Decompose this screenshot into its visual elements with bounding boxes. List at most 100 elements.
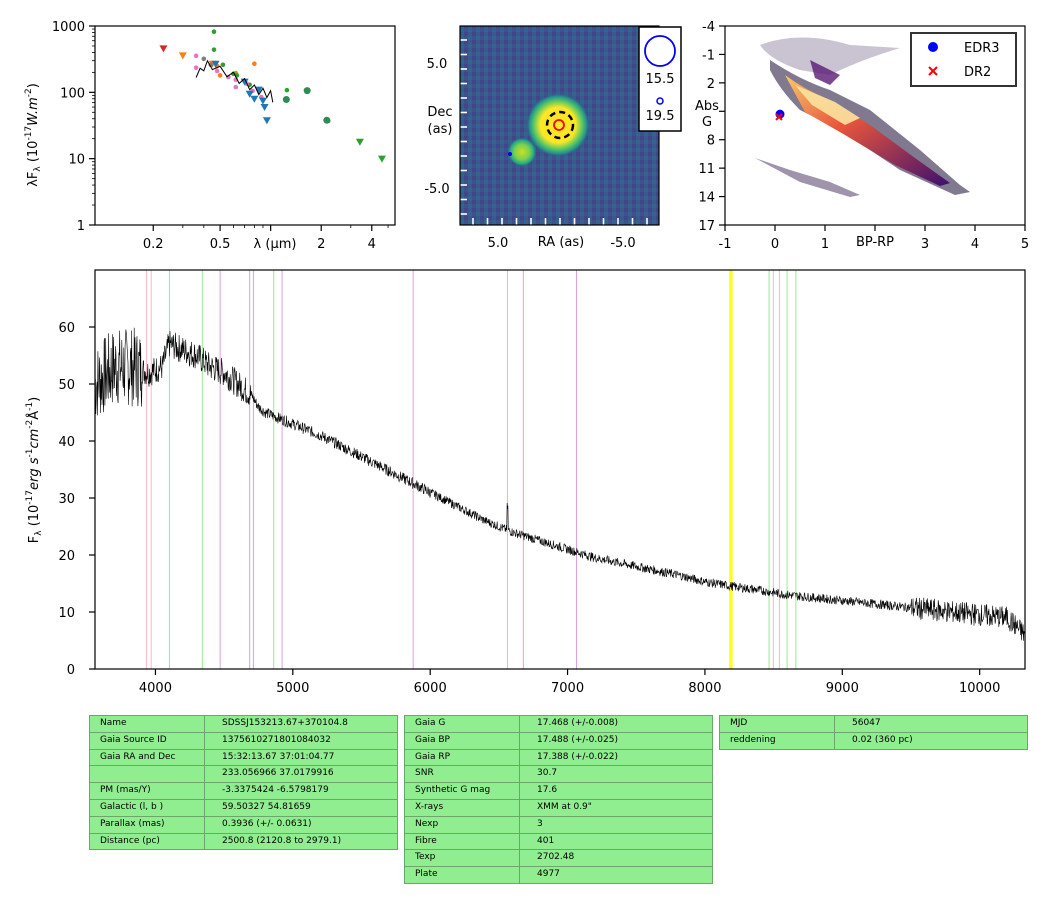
image-xtick-label: 5.0 [488, 236, 509, 251]
info-table-value: 17.488 (+/-0.025) [519, 731, 713, 750]
sed-xtick-label: 4 [368, 237, 376, 252]
info-table-row: 233.056966 37.0179916 [89, 765, 398, 784]
info-table-key: Synthetic G mag [404, 782, 520, 800]
sed-upper-limit-marker [211, 60, 220, 68]
info-table-row: Gaia Source ID 1375610271801084032 [89, 731, 398, 750]
sed-upper-limit-marker [262, 117, 271, 125]
sed-upper-limit-marker [208, 60, 217, 68]
info-table-row: Synthetic G mag 17.6 [404, 782, 713, 800]
sed-upper-limit-marker [355, 138, 364, 146]
hrd-ylabel-2: G [702, 115, 712, 130]
spec-ytick-label: 0 [67, 663, 75, 678]
info-table-key: Gaia BP [404, 731, 520, 750]
target-marker-red [553, 119, 565, 131]
sed-ytick-label: 1000 [52, 20, 85, 35]
hrd-ytick-label: 11 [698, 162, 715, 177]
hrd-legend [910, 32, 1017, 87]
sed-xlabel: λ (μm) [254, 237, 297, 252]
info-table-row: Galactic (l, b ) 59.50327 54.81659 [89, 798, 398, 817]
info-table-key: PM (mas/Y) [89, 782, 205, 800]
sed-xtick-label: 0.2 [143, 237, 164, 252]
info-table-key: Parallax (mas) [89, 815, 205, 834]
sed-upper-limit-marker [245, 90, 254, 98]
sed-ytick-label: 10 [68, 153, 85, 168]
image-legend-label-2: 19.5 [646, 109, 675, 124]
sed-photometry-point [252, 61, 257, 67]
sed-ylabel: λFλ (10-17W.m-2) [24, 83, 43, 187]
legend-circle-large [644, 35, 676, 67]
hrd-ytick-label: 8 [707, 134, 715, 149]
spec-xtick-label: 8000 [688, 681, 721, 696]
info-table-row: Gaia RA and Dec 15:32:13.67 37:01:04.77 [89, 748, 398, 767]
info-table-row: Nexp 3 [404, 815, 713, 834]
info-table-key: Distance (pc) [89, 832, 205, 851]
info-table-key: Gaia RP [404, 748, 520, 767]
info-table-3: MJD 56047 reddening 0.02 (360 pc) [719, 715, 1028, 750]
hrd-xlabel: BP-RP [856, 235, 894, 250]
sed-photometry-point [201, 56, 207, 62]
image-background [460, 26, 659, 225]
info-table-row: Fibre 401 [404, 832, 713, 851]
info-table-value: 2702.48 [519, 849, 713, 868]
image-xtick-label: -5.0 [610, 236, 635, 251]
info-table-value: 3 [519, 815, 713, 834]
info-table-key: Gaia G [404, 715, 520, 733]
sed-upper-limit-marker [240, 78, 249, 86]
hrd-xtick-label: 1 [821, 237, 829, 252]
info-table-row: Distance (pc) 2500.8 (2120.8 to 2979.1) [89, 832, 398, 851]
info-table-row: Parallax (mas) 0.3936 (+/- 0.0631) [89, 815, 398, 834]
info-table-value: 17.468 (+/-0.008) [519, 715, 713, 733]
info-table-row: Gaia RP 17.388 (+/-0.022) [404, 748, 713, 767]
hrd-xtick-label: 5 [1021, 237, 1029, 252]
sed-upper-limit-marker [250, 95, 259, 103]
info-table-row: Texp 2702.48 [404, 849, 713, 868]
spec-xtick-label: 10000 [959, 681, 1000, 696]
sed-photometry-point [217, 73, 223, 78]
target-marker-dashed [545, 110, 575, 140]
spec-ytick-label: 30 [58, 492, 75, 507]
info-table-key: Fibre [404, 832, 520, 851]
info-table-value: 2500.8 (2120.8 to 2979.1) [204, 832, 398, 851]
info-table-key: X-rays [404, 798, 520, 817]
sed-photometry-point [303, 87, 311, 95]
spec-ytick-label: 40 [58, 435, 75, 450]
info-table-row: MJD 56047 [719, 715, 1028, 733]
sed-photometry-point [284, 96, 290, 102]
info-table-value: SDSSJ153213.67+370104.8 [204, 715, 398, 733]
spec-xtick-label: 6000 [414, 681, 447, 696]
info-table-key: Nexp [404, 815, 520, 834]
info-table-2: Gaia G 17.468 (+/-0.008) Gaia BP 17.488 (+/… [404, 715, 713, 884]
sed-photometry-point [226, 74, 231, 80]
sed-upper-limit-marker [260, 104, 269, 112]
sed-photometry-point [193, 53, 199, 59]
info-table-row: PM (mas/Y) -3.3375424 -6.5798179 [89, 782, 398, 800]
info-table-row: SNR 30.7 [404, 765, 713, 784]
image-ytick-label: 5.0 [427, 57, 448, 72]
sed-upper-limit-marker [254, 86, 263, 94]
info-table-row: Name SDSSJ153213.67+370104.8 [89, 715, 398, 733]
sed-upper-limit-marker [258, 97, 267, 105]
image-ytick-label: -5.0 [424, 182, 449, 197]
info-table-value: XMM at 0.9" [519, 798, 713, 817]
info-table-key: MJD [719, 715, 835, 733]
image-ylabel-2: (as) [428, 122, 453, 137]
legend-dr2-label: DR2 [964, 65, 991, 80]
info-table-value: 1375610271801084032 [204, 731, 398, 750]
sed-photometry-point [231, 71, 236, 77]
info-table-row: Gaia G 17.468 (+/-0.008) [404, 715, 713, 733]
hrd-ytick-label: 14 [698, 191, 715, 206]
sed-photometry-point [304, 88, 310, 94]
sed-ytick-label: 1 [77, 219, 85, 234]
info-table-value: 30.7 [519, 765, 713, 784]
legend-dr2-marker [928, 66, 938, 76]
image-xlabel: RA (as) [538, 235, 584, 250]
hrd-ytick-label: -1 [702, 48, 715, 63]
spec-ytick-label: 20 [58, 549, 75, 564]
sed-photometry-point [233, 70, 239, 76]
sed-photometry-point [244, 81, 249, 86]
info-table-value: 233.056966 37.0179916 [204, 765, 398, 784]
sed-photometry-point [214, 68, 220, 74]
hrd-xtick-label: 0 [771, 237, 779, 252]
info-table-row: X-rays XMM at 0.9" [404, 798, 713, 817]
info-table-key: Galactic (l, b ) [89, 798, 205, 817]
